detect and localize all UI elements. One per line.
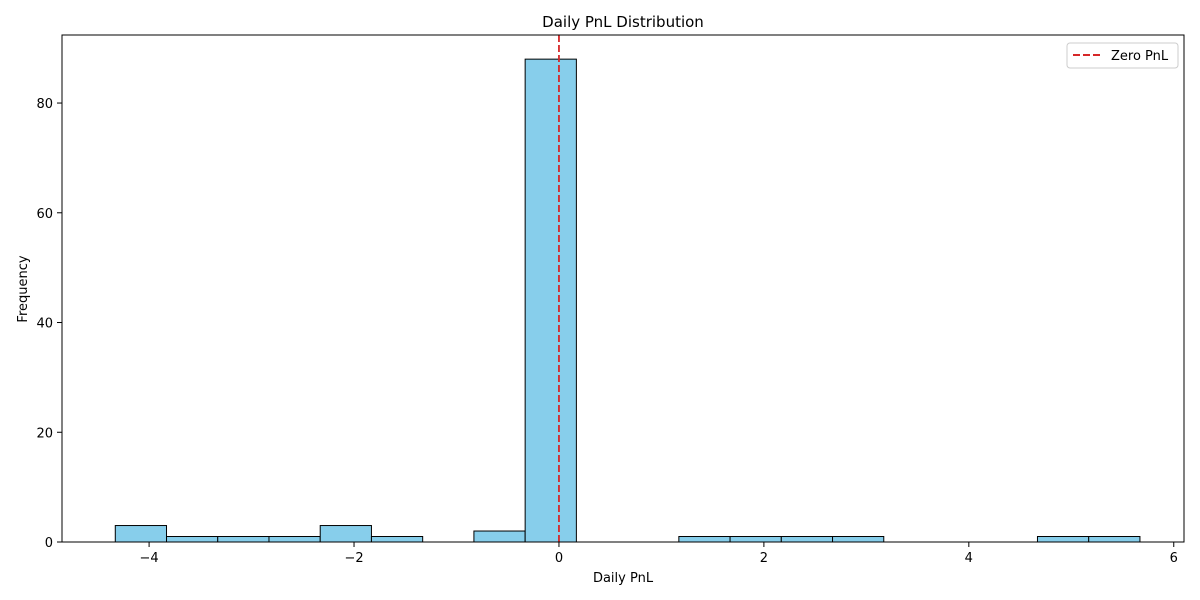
y-tick-label: 60 xyxy=(36,207,53,222)
legend: Zero PnL xyxy=(1066,42,1179,69)
histogram-bar xyxy=(678,536,731,543)
histogram-bar xyxy=(832,536,885,543)
histogram-bar xyxy=(268,536,321,543)
legend-box xyxy=(1066,42,1179,69)
histogram-bar xyxy=(1088,536,1141,543)
histogram-bar xyxy=(1036,536,1090,543)
histogram-bar xyxy=(319,525,372,543)
histogram-bar xyxy=(524,58,577,543)
x-tick-label: −2 xyxy=(344,551,363,566)
axes-frame xyxy=(61,34,1185,543)
y-tick-label: 0 xyxy=(45,536,53,551)
histogram-bar xyxy=(166,536,219,543)
x-tick-label: −4 xyxy=(140,551,159,566)
x-tick-label: 2 xyxy=(760,551,768,566)
x-tick-label: 4 xyxy=(965,551,973,566)
chart-title: Daily PnL Distribution xyxy=(542,13,704,31)
y-axis-ticks: 0 20 40 60 80 xyxy=(36,97,62,551)
bars-group xyxy=(114,58,1141,543)
histogram-bar xyxy=(729,536,782,543)
x-axis-ticks: −4 −2 0 2 4 6 xyxy=(140,542,1178,566)
histogram-bar xyxy=(370,536,424,543)
histogram-bar xyxy=(780,536,834,543)
histogram-bar xyxy=(473,530,526,543)
histogram-bar xyxy=(114,525,168,543)
x-tick-label: 6 xyxy=(1170,551,1178,566)
x-axis-title: Daily PnL xyxy=(593,571,654,586)
x-tick-label: 0 xyxy=(555,551,563,566)
histogram-bar xyxy=(217,536,270,543)
y-axis-title: Frequency xyxy=(16,255,31,322)
y-tick-label: 20 xyxy=(36,426,53,441)
legend-label: Zero PnL xyxy=(1111,49,1169,64)
y-tick-label: 40 xyxy=(36,317,53,332)
y-tick-label: 80 xyxy=(36,97,53,112)
